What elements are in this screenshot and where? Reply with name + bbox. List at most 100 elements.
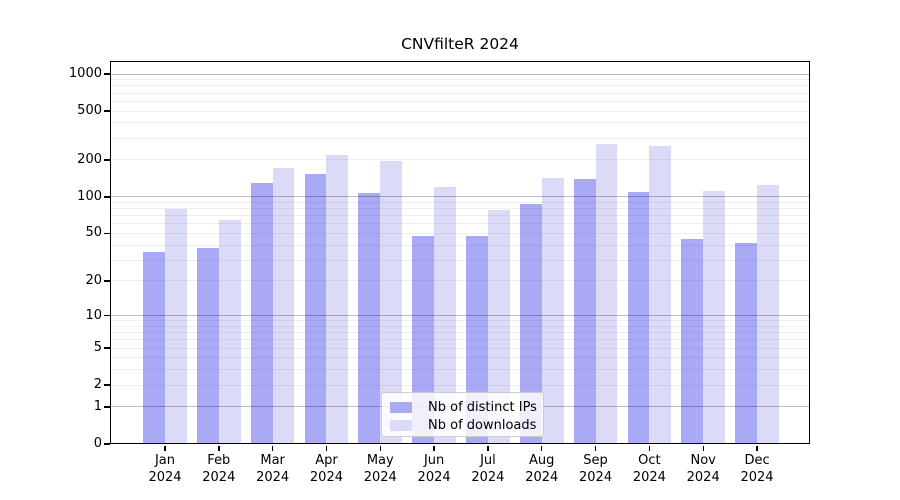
bar-downloads [541, 177, 564, 444]
x-tick-label: Nov 2024 [686, 453, 720, 485]
minor-gridline [110, 357, 810, 359]
x-tick-mark [648, 445, 651, 451]
minor-gridline [110, 325, 810, 327]
minor-gridline [110, 339, 810, 341]
bar-distinct-ips [466, 235, 488, 444]
minor-gridline [110, 92, 810, 94]
bar-distinct-ips [143, 252, 165, 444]
y-tick-mark [103, 347, 110, 349]
bar-distinct-ips [304, 173, 327, 444]
minor-gridline [110, 215, 810, 217]
x-tick-mark [164, 445, 166, 451]
y-tick-label: 0 [93, 436, 102, 451]
x-tick-mark [271, 445, 274, 451]
legend-item-distinct-ips: Nb of distinct IPs [390, 398, 537, 416]
x-tick-mark [487, 445, 489, 451]
minor-gridline [110, 208, 810, 210]
y-tick-mark [103, 443, 110, 445]
bar-downloads [487, 209, 510, 444]
legend-swatch-downloads [390, 419, 412, 431]
x-tick-label: Aug 2024 [525, 453, 559, 485]
x-tick-label: Feb 2024 [202, 453, 236, 485]
x-tick-label: Oct 2024 [632, 453, 666, 485]
minor-gridline [110, 137, 810, 139]
minor-gridline [110, 332, 810, 334]
y-tick-mark [103, 196, 110, 198]
x-tick-label: Dec 2024 [740, 453, 774, 485]
y-tick-mark [103, 406, 110, 408]
legend-item-downloads: Nb of downloads [390, 416, 537, 434]
major-gridline [110, 73, 810, 75]
bar-distinct-ips [358, 193, 381, 444]
chart-title: CNVfilteR 2024 [401, 35, 519, 53]
minor-gridline [110, 223, 810, 225]
x-tick-mark [756, 445, 758, 451]
bar-downloads [434, 187, 456, 444]
y-tick-label: 500 [77, 103, 102, 119]
minor-gridline [110, 100, 810, 102]
x-tick-mark [325, 445, 328, 451]
y-tick-mark [103, 73, 110, 75]
x-tick-mark [433, 445, 435, 451]
y-tick-label: 1000 [68, 66, 102, 81]
bar-downloads [218, 219, 241, 444]
bar-downloads [649, 145, 672, 444]
x-tick-label: Jun 2024 [417, 453, 451, 485]
minor-gridline [110, 347, 810, 349]
x-tick-mark [594, 445, 597, 451]
x-tick-mark [702, 445, 704, 451]
bar-downloads [380, 160, 403, 444]
y-tick-label: 5 [93, 340, 102, 356]
bar-downloads [272, 167, 295, 444]
minor-gridline [110, 201, 810, 203]
y-tick-label: 200 [77, 151, 102, 167]
minor-gridline [110, 384, 810, 386]
x-tick-label: Jul 2024 [471, 453, 505, 485]
minor-gridline [110, 232, 810, 234]
legend-label-downloads: Nb of downloads [428, 417, 537, 433]
y-tick-mark [103, 232, 110, 235]
legend-swatch-distinct-ips [390, 401, 412, 413]
minor-gridline [110, 369, 810, 371]
bar-downloads [595, 143, 618, 444]
minor-gridline [110, 280, 810, 282]
bar-distinct-ips [197, 247, 219, 444]
major-gridline [110, 315, 810, 317]
x-tick-label: Jan 2024 [148, 453, 182, 485]
y-tick-mark [103, 110, 110, 112]
y-tick-label: 100 [77, 188, 102, 204]
bar-distinct-ips [735, 242, 758, 444]
bar-distinct-ips [573, 178, 596, 444]
y-tick-label: 10 [85, 307, 102, 323]
y-tick-label: 1 [93, 398, 102, 414]
y-tick-mark [103, 384, 110, 386]
bar-distinct-ips [519, 203, 542, 444]
bar-distinct-ips [681, 238, 704, 444]
bar-downloads [165, 209, 187, 444]
minor-gridline [110, 85, 810, 87]
x-tick-label: Apr 2024 [309, 453, 343, 485]
legend-label-distinct-ips: Nb of distinct IPs [428, 399, 537, 415]
minor-gridline [110, 159, 810, 161]
bar-downloads [326, 155, 349, 444]
legend: Nb of distinct IPs Nb of downloads [381, 392, 544, 437]
y-tick-mark [103, 159, 110, 161]
y-tick-label: 2 [93, 377, 102, 393]
y-tick-mark [103, 314, 110, 317]
minor-gridline [110, 244, 810, 246]
minor-gridline [110, 122, 810, 124]
x-tick-mark [218, 445, 220, 451]
y-tick-label: 50 [85, 225, 102, 241]
minor-gridline [110, 320, 810, 322]
y-tick-label: 20 [85, 272, 102, 288]
bar-downloads [703, 190, 725, 444]
bar-downloads [757, 184, 779, 444]
bar-distinct-ips [412, 235, 435, 444]
x-tick-mark [541, 445, 543, 451]
x-tick-mark [379, 445, 381, 451]
bar-distinct-ips [627, 191, 650, 444]
minor-gridline [110, 79, 810, 81]
x-tick-label: Mar 2024 [256, 453, 290, 485]
x-tick-label: Sep 2024 [579, 453, 613, 485]
